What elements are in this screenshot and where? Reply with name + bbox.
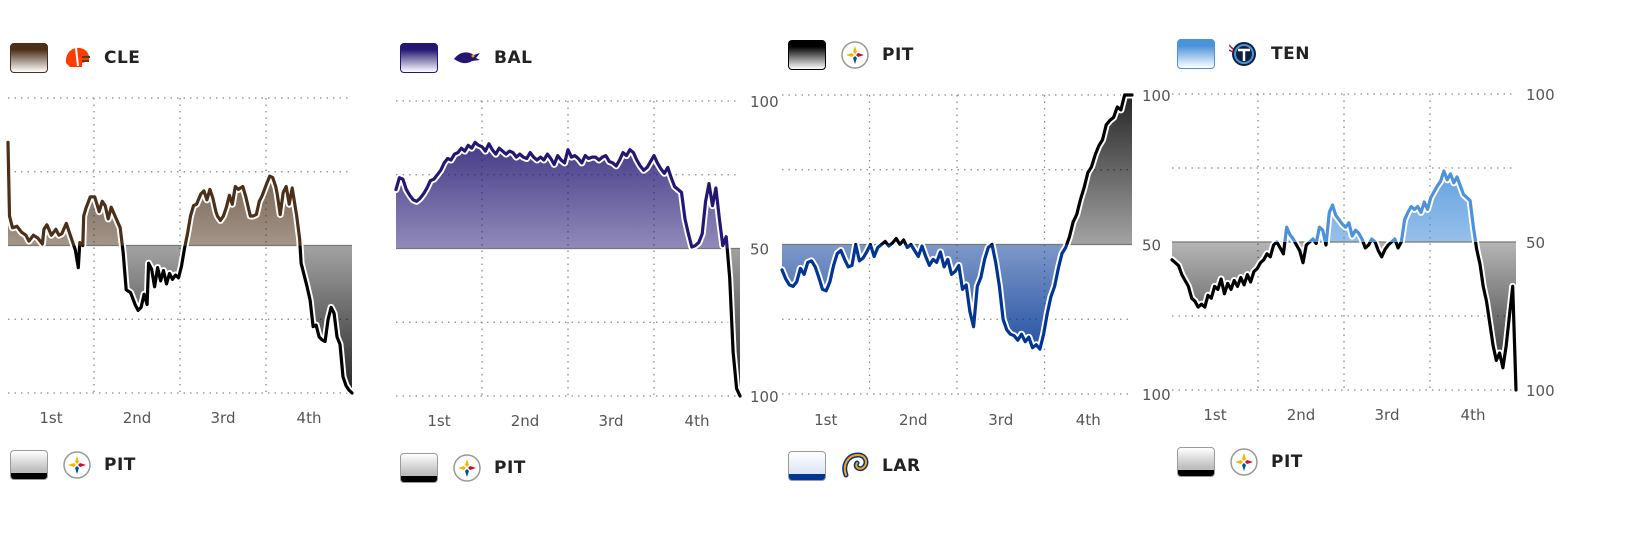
- browns-helmet-icon: [65, 47, 90, 67]
- win-probability-chart: 1st 2nd 3rd 4th: [4, 97, 356, 427]
- bottom-team-abbr: PIT: [104, 455, 136, 475]
- bottom-team-legend: PIT: [10, 445, 136, 485]
- quarter-tick-label: 4th: [1076, 411, 1101, 429]
- top-team-abbr: TEN: [1271, 44, 1310, 64]
- win-probability-chart: 100 50 100 1st 2nd 3rd 4th: [778, 87, 1171, 429]
- win-probability-chart: 100 50 100 1st 2nd 3rd 4th: [392, 93, 779, 430]
- panel-ten-pit: TEN PIT 100 50 100 1st 2nd 3rd 4th: [1167, 0, 1567, 548]
- gridlines: [8, 97, 352, 394]
- quarter-tick-label: 3rd: [211, 409, 236, 427]
- y-tick-label: 50: [1526, 234, 1545, 252]
- rams-logo-icon: [842, 452, 869, 478]
- steelers-logo-icon: [1230, 448, 1258, 476]
- bottom-team-line: [1170, 242, 1518, 392]
- quarter-tick-label: 1st: [427, 412, 450, 430]
- top-team-legend: BAL: [400, 38, 532, 78]
- bottom-team-abbr: PIT: [1271, 452, 1303, 472]
- top-team-color-swatch: [788, 40, 826, 70]
- quarter-tick-label: 2nd: [123, 409, 152, 427]
- y-tick-label: 100: [1526, 86, 1555, 104]
- y-tick-label: 100: [1526, 382, 1555, 400]
- top-team-color-swatch: [10, 43, 48, 73]
- steelers-logo-icon: [841, 41, 869, 69]
- bottom-team-color-swatch: [788, 451, 826, 481]
- bottom-team-legend: PIT: [400, 448, 526, 488]
- top-team-area: [782, 95, 1132, 245]
- top-team-area: [1172, 171, 1516, 242]
- quarter-tick-label: 4th: [685, 412, 710, 430]
- gridlines: [1172, 93, 1516, 391]
- quarter-tick-label: 4th: [297, 409, 322, 427]
- gridlines: [396, 100, 740, 397]
- top-team-line: [394, 140, 729, 249]
- top-team-abbr: CLE: [104, 48, 141, 68]
- top-team-color-swatch: [400, 43, 438, 73]
- y-tick-label: 50: [750, 241, 769, 259]
- panel-cle-pit: CLE PIT 1st 2nd 3rd 4th: [0, 0, 400, 548]
- y-tick-label: 100: [750, 93, 779, 111]
- bottom-team-color-swatch: [1177, 447, 1215, 477]
- quarter-tick-label: 4th: [1461, 406, 1486, 424]
- quarter-tick-label: 3rd: [1375, 406, 1400, 424]
- quarter-tick-label: 3rd: [988, 411, 1013, 429]
- titans-logo-icon: [1229, 42, 1256, 66]
- bottom-team-color-swatch: [10, 450, 48, 480]
- quarter-tick-label: 1st: [1203, 406, 1226, 424]
- bottom-team-legend: LAR: [788, 446, 921, 486]
- bottom-team-legend: PIT: [1177, 442, 1303, 482]
- bottom-team-line: [780, 244, 1069, 351]
- quarter-tick-label: 3rd: [599, 412, 624, 430]
- bottom-team-area: [8, 245, 352, 393]
- top-team-area: [396, 142, 740, 249]
- bottom-team-color-swatch: [400, 453, 438, 483]
- bottom-team-line: [41, 245, 354, 395]
- quarter-tick-label: 2nd: [511, 412, 540, 430]
- bottom-team-abbr: LAR: [882, 456, 921, 476]
- steelers-logo-icon: [63, 451, 91, 479]
- top-team-legend: TEN: [1177, 34, 1310, 74]
- y-tick-label: 100: [750, 388, 779, 406]
- top-team-abbr: PIT: [882, 45, 914, 65]
- panel-bal-pit: BAL PIT 100 50 100 1st 2nd 3rd 4th: [390, 0, 790, 548]
- quarter-tick-label: 1st: [814, 411, 837, 429]
- top-team-legend: CLE: [10, 38, 140, 78]
- steelers-logo-icon: [453, 454, 481, 482]
- top-team-legend: PIT: [788, 35, 914, 75]
- top-team-line: [1274, 169, 1478, 242]
- top-team-line: [854, 93, 1134, 245]
- ravens-logo-icon: [454, 52, 480, 64]
- quarter-tick-label: 2nd: [1287, 406, 1316, 424]
- win-probability-chart: 100 50 100 1st 2nd 3rd 4th: [1168, 86, 1555, 424]
- y-tick-label: 100: [1142, 386, 1171, 404]
- top-team-line: [6, 140, 302, 246]
- top-team-area: [8, 142, 352, 246]
- top-team-color-swatch: [1177, 39, 1215, 69]
- quarter-tick-label: 1st: [39, 409, 62, 427]
- bottom-team-abbr: PIT: [494, 458, 526, 478]
- y-tick-label: 50: [1142, 237, 1161, 255]
- quarter-tick-label: 2nd: [899, 411, 928, 429]
- y-tick-label: 100: [1142, 87, 1171, 105]
- top-team-abbr: BAL: [494, 48, 533, 68]
- panel-pit-lar: PIT LAR 100 50 100 1st 2nd 3rd 4th: [778, 0, 1178, 548]
